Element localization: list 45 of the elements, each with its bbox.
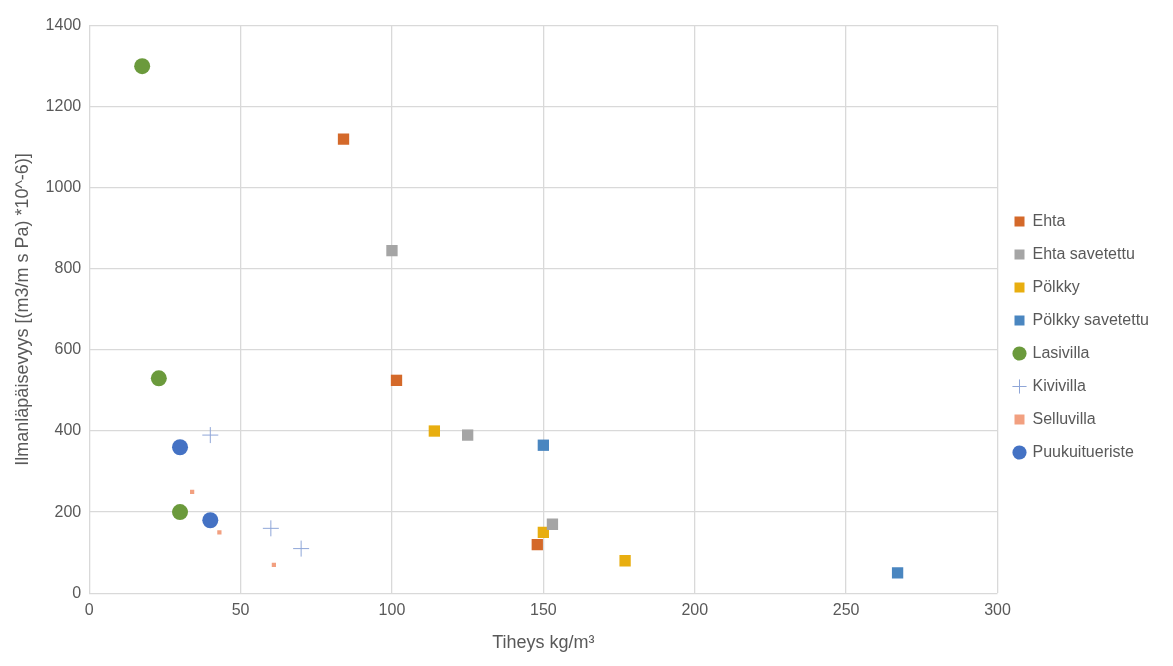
y-tick-label: 0 bbox=[72, 583, 82, 601]
point bbox=[202, 512, 219, 529]
legend-label: Pölkky bbox=[1032, 277, 1080, 295]
point bbox=[172, 504, 189, 521]
x-tick-label: 250 bbox=[832, 601, 860, 619]
point bbox=[537, 439, 549, 451]
legend-label: Lasivilla bbox=[1032, 343, 1090, 361]
x-tick-label: 150 bbox=[530, 601, 557, 619]
point bbox=[217, 530, 222, 535]
legend-label: Ehta savetettu bbox=[1032, 244, 1135, 262]
y-tick-label: 600 bbox=[54, 340, 82, 358]
y-tick-label: 400 bbox=[54, 421, 82, 439]
y-tick-label: 1400 bbox=[45, 16, 82, 34]
x-tick-label: 100 bbox=[378, 601, 406, 619]
y-tick-label: 200 bbox=[54, 502, 82, 520]
legend-label: Puukuitueriste bbox=[1032, 442, 1134, 460]
x-tick-label: 50 bbox=[231, 601, 250, 619]
point bbox=[386, 244, 398, 257]
legend-label: Pölkky savetettu bbox=[1032, 310, 1149, 328]
y-axis-title: Ilmanläpäisevyys [(m3/m s Pa) *10^-6)] bbox=[11, 153, 32, 466]
legend-label: Selluvilla bbox=[1032, 409, 1096, 427]
y-tick-label: 800 bbox=[54, 259, 82, 277]
point bbox=[390, 374, 403, 387]
x-tick-label: 0 bbox=[84, 601, 94, 619]
point bbox=[337, 133, 350, 145]
point bbox=[428, 425, 441, 437]
y-tick-label: 1200 bbox=[45, 97, 82, 115]
point bbox=[292, 540, 310, 558]
point bbox=[531, 538, 543, 551]
point bbox=[537, 526, 549, 539]
point bbox=[262, 519, 280, 537]
point bbox=[150, 370, 167, 387]
point bbox=[134, 58, 151, 75]
point bbox=[891, 567, 904, 579]
point bbox=[172, 439, 189, 456]
point bbox=[546, 518, 559, 530]
x-tick-label: 300 bbox=[984, 601, 1011, 619]
legend-label: Ehta bbox=[1032, 211, 1066, 229]
point bbox=[201, 426, 219, 444]
x-tick-label: 200 bbox=[681, 601, 709, 619]
point bbox=[462, 429, 474, 441]
y-tick-label: 1000 bbox=[45, 178, 82, 196]
x-axis-title: Tiheys kg/m³ bbox=[492, 632, 595, 653]
point bbox=[619, 555, 631, 567]
legend-label: Kivivilla bbox=[1032, 376, 1086, 394]
